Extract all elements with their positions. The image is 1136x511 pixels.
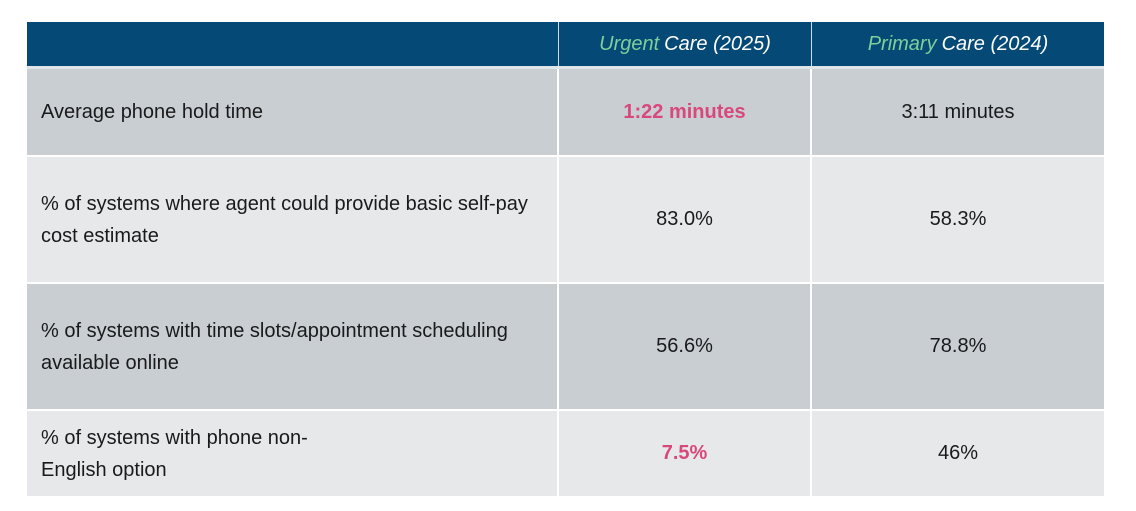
metric-label: % of systems with phone non-English opti… — [41, 426, 308, 481]
primary-value: 58.3% — [929, 208, 987, 230]
comparison-table: Urgent Care (2025) Primary Care (2024) A… — [27, 22, 1104, 496]
table-row: % of systems where agent could provide b… — [27, 157, 1104, 284]
primary-value-cell: 58.3% — [812, 157, 1104, 282]
primary-value: 46% — [937, 442, 979, 464]
table-row: % of systems with time slots/appointment… — [27, 284, 1104, 411]
header-primary-accent: Primary — [867, 32, 937, 55]
header-urgent-rest: Care (2025) — [664, 32, 771, 55]
table-header-row: Urgent Care (2025) Primary Care (2024) — [27, 22, 1104, 69]
metric-label: % of systems with time slots/appointment… — [41, 319, 508, 374]
header-urgent-accent: Urgent — [599, 32, 660, 55]
header-primary-rest: Care (2024) — [941, 32, 1049, 55]
header-urgent-care: Urgent Care (2025) — [559, 22, 812, 66]
primary-value-cell: 46% — [812, 411, 1104, 496]
urgent-value-cell: 1:22 minutes — [559, 69, 812, 155]
metric-cell: % of systems with time slots/appointment… — [27, 284, 559, 409]
metric-cell: % of systems with phone non-English opti… — [27, 411, 559, 496]
primary-value: 78.8% — [929, 335, 987, 357]
urgent-value-cell: 83.0% — [559, 157, 812, 282]
urgent-value: 56.6% — [656, 335, 713, 357]
urgent-value: 83.0% — [656, 208, 713, 230]
metric-label: Average phone hold time — [41, 101, 264, 123]
primary-value: 3:11 minutes — [901, 100, 1015, 123]
metric-cell: Average phone hold time — [27, 69, 559, 155]
urgent-value-cell: 56.6% — [559, 284, 812, 409]
urgent-value: 7.5% — [661, 442, 708, 464]
metric-cell: % of systems where agent could provide b… — [27, 157, 559, 282]
header-primary-care: Primary Care (2024) — [812, 22, 1104, 66]
table-row: Average phone hold time 1:22 minutes 3:1… — [27, 69, 1104, 157]
urgent-value-cell: 7.5% — [559, 411, 812, 496]
urgent-value: 1:22 minutes — [623, 100, 746, 123]
primary-value-cell: 78.8% — [812, 284, 1104, 409]
table-row: % of systems with phone non-English opti… — [27, 411, 1104, 496]
primary-value-cell: 3:11 minutes — [812, 69, 1104, 155]
header-metric-cell — [27, 22, 559, 66]
metric-label: % of systems where agent could provide b… — [41, 192, 528, 247]
